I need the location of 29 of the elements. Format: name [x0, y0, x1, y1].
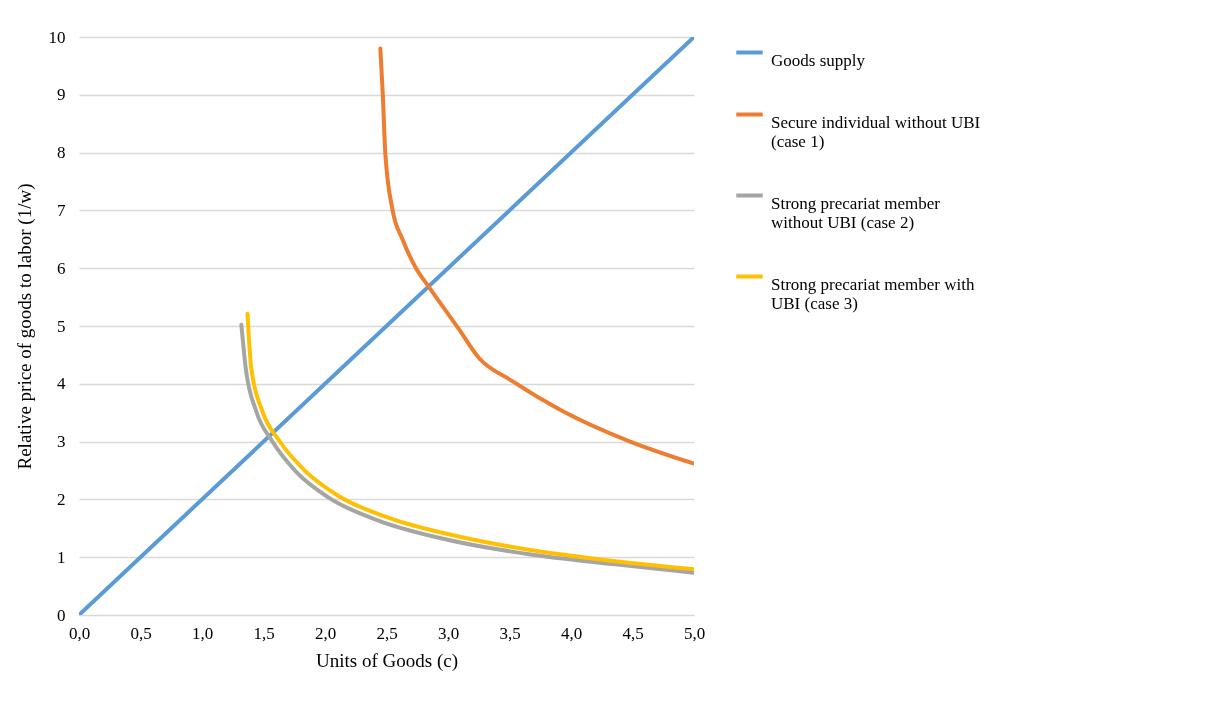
legend-label: Strong precariat member with UBI (case 3) — [771, 274, 975, 313]
y-tick-label: 7 — [57, 200, 66, 220]
line-series — [378, 46, 694, 466]
x-tick-label: 2,0 — [314, 623, 337, 643]
x-tick-label: 3,0 — [437, 623, 460, 643]
x-tick-label: 0,5 — [130, 623, 152, 643]
y-tick-label: 10 — [48, 27, 66, 47]
x-tick-label: 3,5 — [499, 623, 521, 643]
y-tick-label: 8 — [57, 143, 66, 163]
x-tick-label: 0,0 — [68, 623, 91, 643]
x-tick-label: 2,5 — [376, 623, 398, 643]
x-tick-label: 5,0 — [683, 623, 706, 643]
x-tick-label: 4,5 — [622, 623, 644, 643]
y-axis-title: Relative price of goods to labor (1/w) — [13, 183, 36, 470]
y-tick-label: 0 — [57, 605, 66, 625]
y-tick-label: 9 — [57, 85, 66, 105]
x-tick-label: 1,5 — [253, 623, 275, 643]
x-tick-label: 4,0 — [560, 623, 583, 643]
y-tick-label: 2 — [57, 489, 66, 509]
y-tick-label: 6 — [57, 258, 66, 278]
y-tick-label: 4 — [57, 374, 66, 394]
legend-label: Strong precariat member without UBI (case 2) — [771, 193, 941, 232]
y-tick-label: 3 — [57, 432, 66, 452]
x-axis-title: Units of Goods (c) — [316, 649, 458, 672]
legend-label: Secure individual without UBI (case 1) — [771, 112, 981, 151]
y-tick-label: 5 — [57, 316, 66, 336]
legend-label: Goods supply — [771, 50, 866, 70]
y-tick-label: 1 — [57, 547, 66, 567]
x-tick-label: 1,0 — [191, 623, 214, 643]
